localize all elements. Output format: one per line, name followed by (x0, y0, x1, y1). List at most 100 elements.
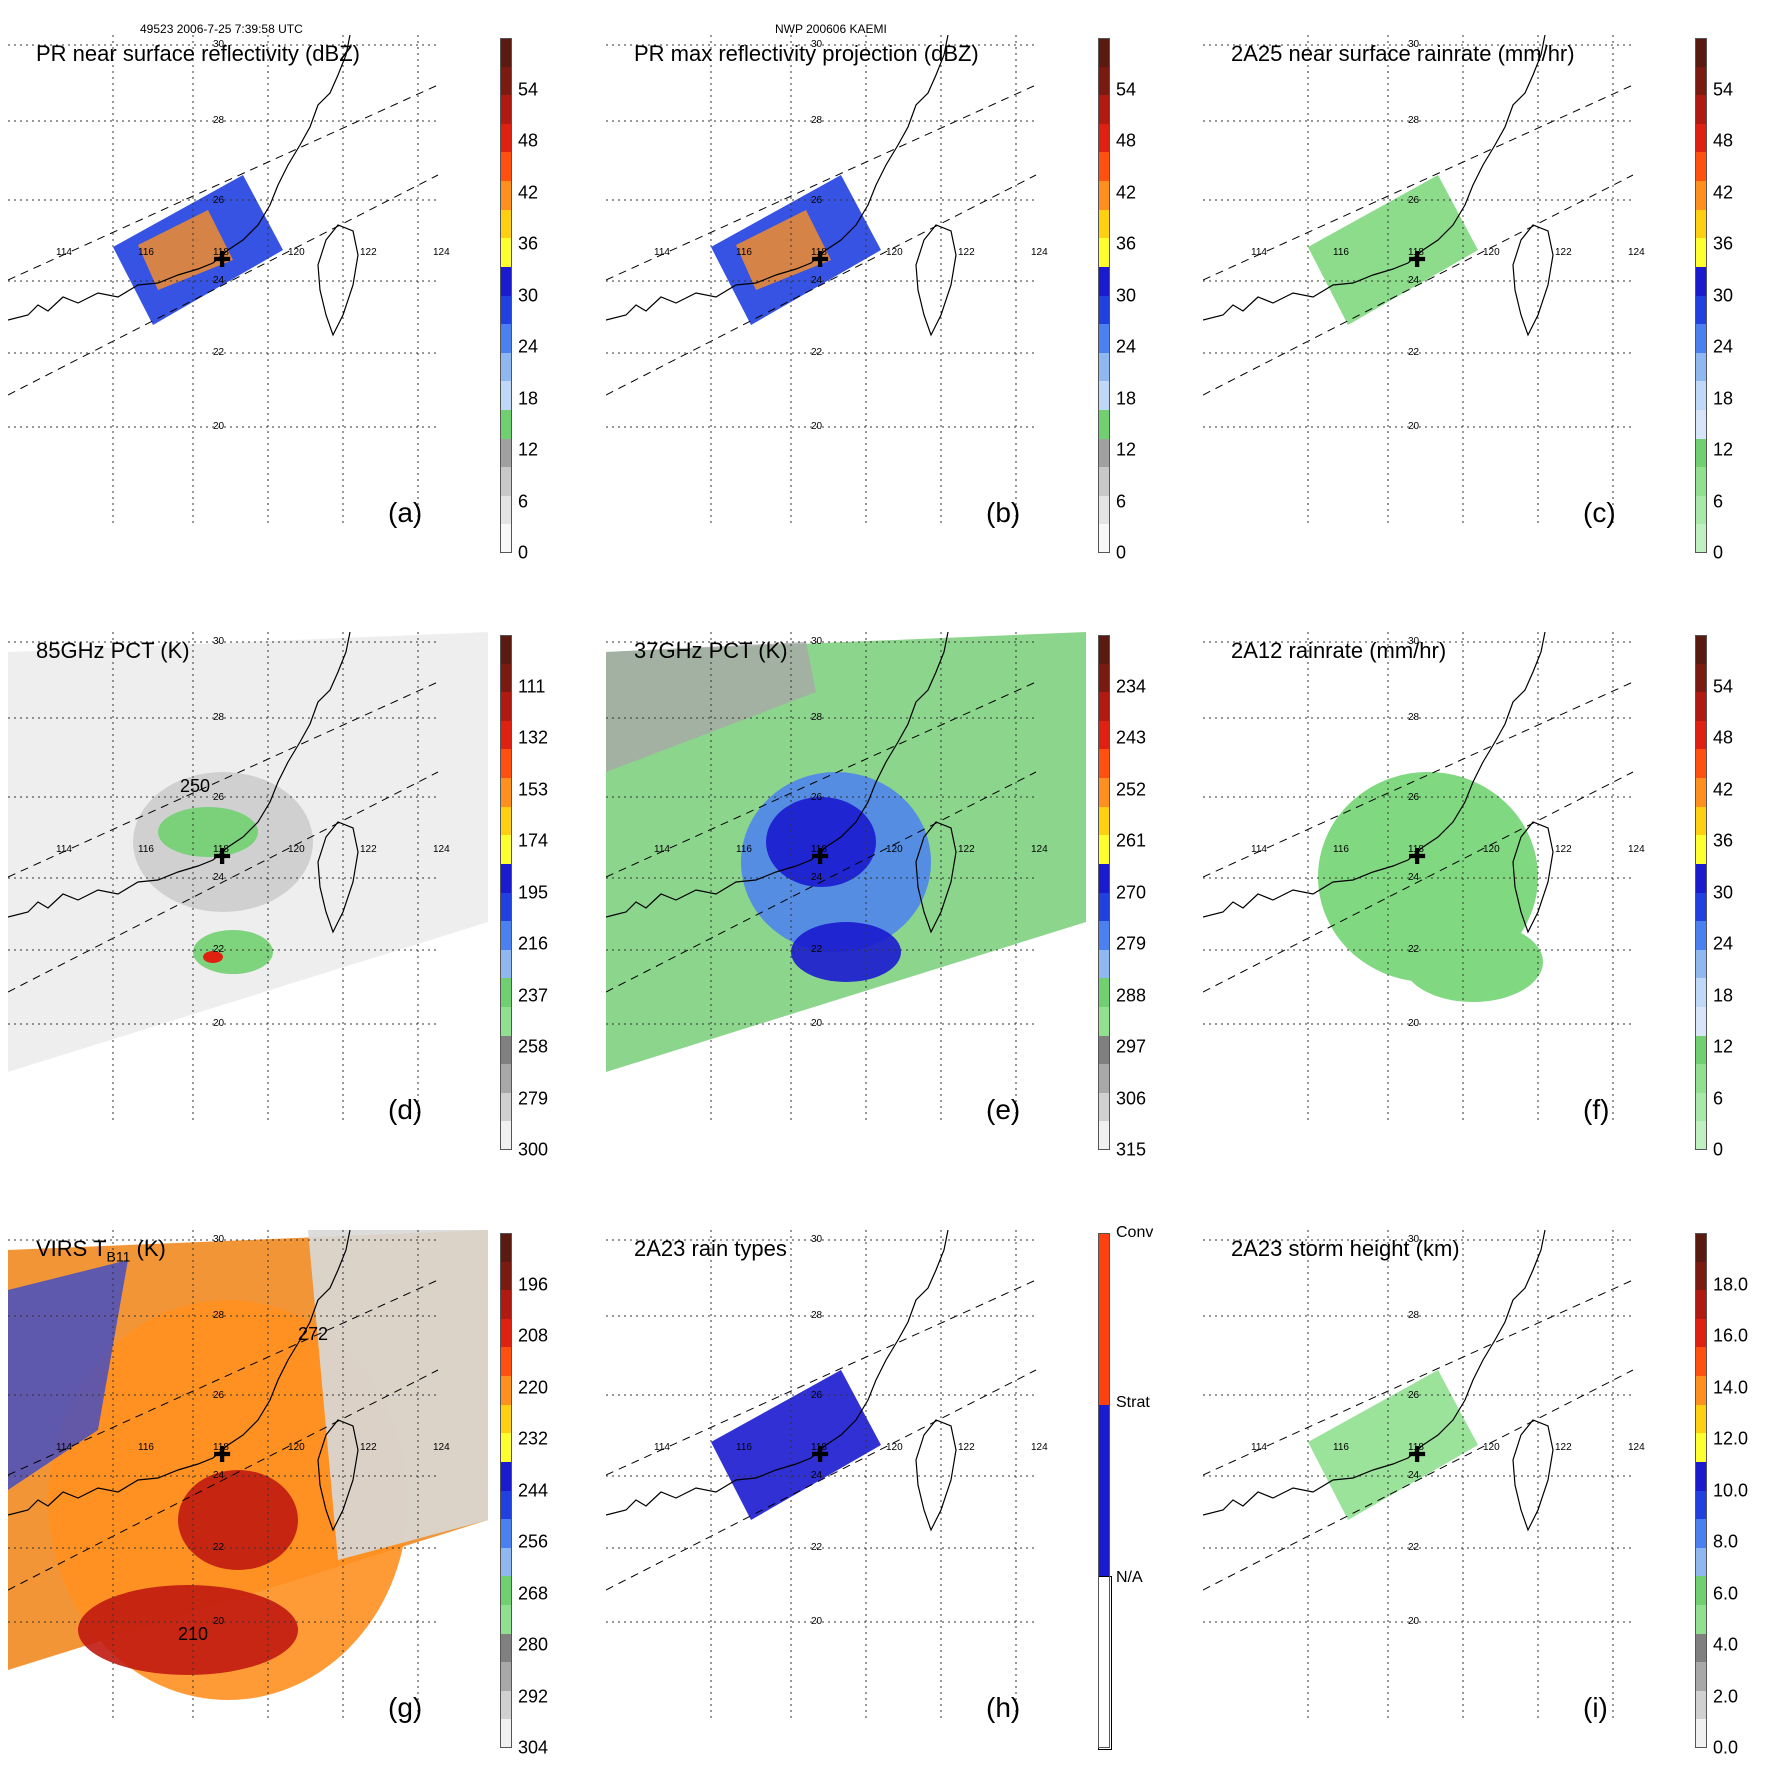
storm-center-icon: ✚ (213, 1443, 231, 1468)
colorbar-segment (500, 635, 512, 664)
lat-label: 30 (213, 636, 225, 647)
colorbar-segment (1695, 892, 1707, 922)
colorbar-segment (1695, 1662, 1707, 1692)
lat-label: 20 (213, 1616, 225, 1627)
panel-h: ✚ 114 116 118 120 122 124 30 28 26 24 22 20 2A23 rain… (606, 1224, 1206, 1790)
lon-label: 114 (1251, 247, 1267, 258)
colorbar-tick-label: 12 (1713, 439, 1734, 460)
colorbar-segment (500, 1376, 512, 1406)
lon-label: 116 (736, 1442, 752, 1453)
colorbar-segment (500, 1347, 512, 1377)
colorbar-tick-label: 111 (518, 676, 546, 696)
storm-center-icon: ✚ (213, 248, 231, 273)
lat-label: 28 (213, 1310, 225, 1321)
colorbar-segment (1695, 749, 1707, 779)
lat-label: 22 (1408, 1542, 1420, 1553)
colorbar-tick-label: 6 (518, 491, 529, 511)
panel-c: ✚ 114 116 118 120 122 124 30 28 26 24 22 20 2A25 near… (1203, 35, 1771, 595)
colorbar-segment (1695, 123, 1707, 153)
colorbar: 234 243 252 261 270 279 288 297 306 315 (1098, 632, 1208, 1160)
colorbar-segment (500, 438, 512, 468)
colorbar-segment (500, 1404, 512, 1434)
colorbar-segment (1695, 663, 1707, 693)
colorbar-segment (1098, 1006, 1110, 1036)
colorbar-segment (1098, 524, 1110, 554)
lat-label: 20 (213, 1018, 225, 1029)
colorbar-segment (1695, 949, 1707, 979)
colorbar-segment (500, 66, 512, 96)
colorbar-segment (1098, 692, 1110, 722)
lat-label: 30 (213, 39, 225, 50)
colorbar-segment (1098, 806, 1110, 836)
colorbar-segment (500, 295, 512, 325)
colorbar-segment (1098, 749, 1110, 779)
lon-label: 114 (654, 1442, 670, 1453)
panel-b: ✚ 114 116 118 120 122 124 30 28 26 24 22 20 PR max re… (606, 35, 1206, 595)
lon-label: 124 (1031, 247, 1048, 258)
colorbar-segment (500, 892, 512, 922)
colorbar-segment (500, 409, 512, 439)
lon-label: 122 (360, 1442, 377, 1453)
colorbar-tick-label: 195 (518, 882, 549, 902)
lon-label: 124 (1031, 844, 1048, 855)
lat-label: 24 (811, 275, 823, 286)
colorbar-tick-label: 297 (1116, 1036, 1147, 1057)
lat-label: 20 (1408, 1018, 1420, 1029)
colorbar-segment (1098, 181, 1110, 211)
colorbar-tick-label: 268 (518, 1583, 549, 1603)
map-i: ✚ 114 116 118 120 122 124 30 28 26 24 22 20 (1203, 1230, 1645, 1720)
lon-label: 124 (433, 247, 450, 258)
colorbar-segment (1695, 1376, 1707, 1406)
colorbar-segment (1695, 95, 1707, 125)
panel-title: 2A25 near surface rainrate (mm/hr) (1231, 41, 1575, 66)
colorbar-segment (500, 863, 512, 893)
colorbar-segment (1098, 209, 1110, 239)
lon-label: 118 (811, 1442, 827, 1453)
lon-label: 118 (1408, 247, 1424, 258)
colorbar-frame (1098, 1233, 1110, 1748)
lat-label: 30 (811, 636, 823, 647)
panel-g: ✚ 114 116 118 120 122 124 30 28 26 24 22 20 272 210 VIR… (8, 1230, 608, 1790)
colorbar-segment (1695, 266, 1707, 296)
lat-lon-grid (8, 632, 438, 1122)
panel-letter: (h) (986, 1692, 1021, 1723)
colorbar-segment (1695, 921, 1707, 951)
lon-label: 118 (811, 247, 827, 258)
colorbar: 54 48 42 36 30 24 18 12 6 0 (1098, 35, 1208, 563)
panel-letter: (f) (1583, 1094, 1610, 1125)
colorbar-tick-label: 153 (518, 779, 549, 799)
lat-label: 20 (1408, 421, 1420, 432)
lat-label: 22 (213, 347, 225, 358)
lon-label: 124 (1031, 1442, 1048, 1453)
colorbar-segment (500, 1261, 512, 1291)
colorbar-segment (1695, 1006, 1707, 1036)
colorbar: 196 208 220 232 244 256 268 280 292 304 (500, 1230, 610, 1758)
colorbar-segment (1695, 381, 1707, 411)
lat-label: 24 (213, 1470, 225, 1481)
colorbar-segment (1695, 720, 1707, 750)
colorbar-frame (1098, 38, 1110, 553)
lat-label: 20 (213, 421, 225, 432)
map-e: ✚ 114 116 118 120 122 124 30 28 26 24 22 20 (606, 632, 1086, 1122)
colorbar-segment (500, 949, 512, 979)
lat-label: 28 (213, 115, 225, 126)
colorbar-segment (500, 1064, 512, 1094)
colorbar-frame (500, 38, 512, 553)
lon-label: 118 (1408, 1442, 1424, 1453)
colorbar-segment (1695, 352, 1707, 382)
map-b: ✚ 114 116 118 120 122 124 30 28 26 24 22 20 (606, 35, 1048, 525)
lat-label: 24 (811, 1470, 823, 1481)
colorbar-frame (1695, 1233, 1707, 1748)
map-a: ✚ 114 116 118 120 122 124 30 28 26 24 22 20 (8, 35, 450, 525)
lon-label: 120 (886, 844, 903, 855)
lat-lon-grid (606, 632, 1036, 1122)
colorbar-tick-label: 261 (1116, 830, 1147, 851)
colorbar-segment (1695, 495, 1707, 525)
lat-label: 26 (1408, 792, 1420, 803)
colorbar-tick-label: 279 (1116, 933, 1147, 954)
colorbar-segment (1098, 1092, 1110, 1122)
colorbar-segment (1695, 409, 1707, 439)
lon-label: 122 (360, 247, 377, 258)
data-field (711, 175, 881, 325)
lon-label: 114 (56, 844, 72, 855)
